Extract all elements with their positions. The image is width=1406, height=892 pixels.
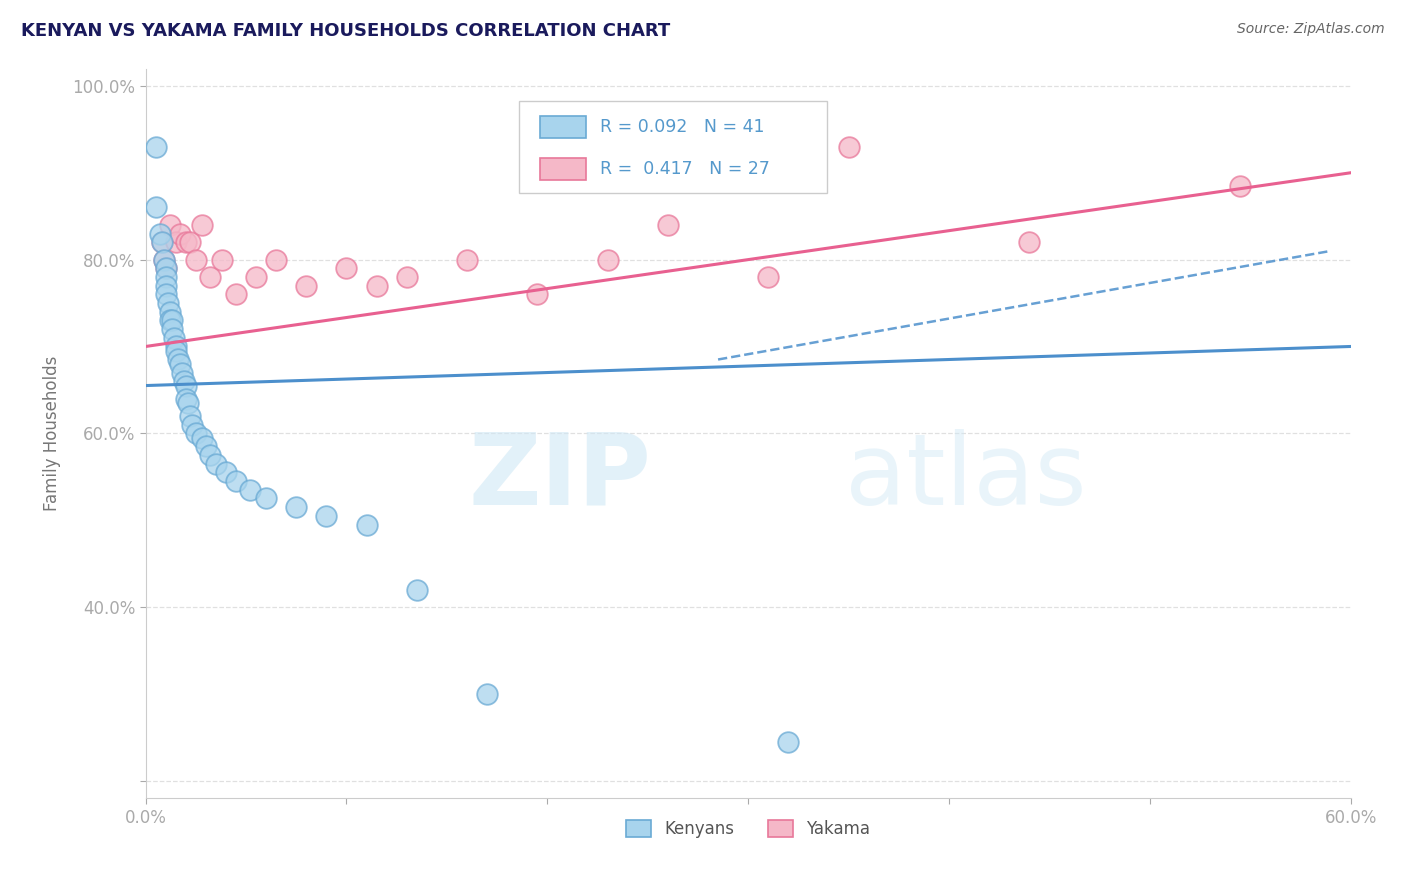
Point bbox=[180, 417, 202, 432]
Point bbox=[239, 483, 262, 497]
Point bbox=[315, 508, 337, 523]
Point bbox=[254, 491, 277, 506]
Text: KENYAN VS YAKAMA FAMILY HOUSEHOLDS CORRELATION CHART: KENYAN VS YAKAMA FAMILY HOUSEHOLDS CORRE… bbox=[21, 22, 671, 40]
Text: R = 0.092   N = 41: R = 0.092 N = 41 bbox=[600, 118, 765, 136]
Point bbox=[149, 227, 172, 241]
Point bbox=[169, 357, 191, 371]
Point bbox=[215, 466, 238, 480]
Point bbox=[526, 287, 548, 301]
Y-axis label: Family Households: Family Households bbox=[44, 356, 60, 511]
Point bbox=[596, 252, 619, 267]
Bar bbox=[540, 158, 585, 180]
Point bbox=[179, 235, 201, 250]
Point bbox=[205, 457, 228, 471]
Point bbox=[838, 139, 860, 153]
Point bbox=[295, 278, 318, 293]
Point bbox=[366, 278, 388, 293]
Point bbox=[152, 252, 174, 267]
Point bbox=[166, 352, 188, 367]
Point bbox=[179, 409, 201, 423]
Point bbox=[155, 278, 177, 293]
Point bbox=[191, 218, 214, 232]
Point bbox=[198, 448, 221, 462]
Point bbox=[335, 261, 357, 276]
Point bbox=[165, 235, 187, 250]
Point bbox=[155, 270, 177, 285]
Point bbox=[405, 582, 427, 597]
Point bbox=[165, 343, 187, 358]
Point bbox=[456, 252, 478, 267]
Point bbox=[395, 270, 418, 285]
Point bbox=[225, 474, 247, 488]
Point bbox=[225, 287, 247, 301]
Point bbox=[145, 201, 167, 215]
Point bbox=[778, 734, 800, 748]
Point bbox=[174, 378, 197, 392]
Point bbox=[150, 235, 173, 250]
Point bbox=[173, 374, 195, 388]
Text: ZIP: ZIP bbox=[470, 429, 652, 525]
Point bbox=[159, 304, 181, 318]
Point bbox=[475, 687, 498, 701]
Point bbox=[174, 235, 197, 250]
Point bbox=[184, 426, 207, 441]
Point bbox=[155, 261, 177, 276]
Point bbox=[211, 252, 233, 267]
Point bbox=[155, 287, 177, 301]
Point bbox=[152, 252, 174, 267]
Point bbox=[155, 261, 177, 276]
Point bbox=[156, 296, 179, 310]
Point bbox=[1018, 235, 1040, 250]
Point bbox=[184, 252, 207, 267]
Point bbox=[198, 270, 221, 285]
Point bbox=[177, 396, 200, 410]
Point bbox=[163, 331, 186, 345]
Point bbox=[1229, 178, 1251, 193]
Point bbox=[160, 322, 183, 336]
Point bbox=[264, 252, 287, 267]
Text: Source: ZipAtlas.com: Source: ZipAtlas.com bbox=[1237, 22, 1385, 37]
Point bbox=[194, 439, 217, 453]
Point bbox=[169, 227, 191, 241]
Point bbox=[170, 366, 193, 380]
Point bbox=[160, 313, 183, 327]
Point bbox=[150, 235, 173, 250]
Point bbox=[657, 218, 679, 232]
Text: R =  0.417   N = 27: R = 0.417 N = 27 bbox=[600, 161, 770, 178]
Point bbox=[159, 313, 181, 327]
Point bbox=[245, 270, 267, 285]
Point bbox=[191, 431, 214, 445]
Bar bbox=[540, 116, 585, 138]
Point bbox=[285, 500, 308, 515]
Point bbox=[174, 392, 197, 406]
Point bbox=[159, 218, 181, 232]
Point bbox=[356, 517, 378, 532]
Point bbox=[756, 270, 779, 285]
Text: atlas: atlas bbox=[845, 429, 1087, 525]
Point bbox=[165, 339, 187, 353]
Point bbox=[145, 139, 167, 153]
FancyBboxPatch shape bbox=[519, 102, 827, 193]
Legend: Kenyans, Yakama: Kenyans, Yakama bbox=[620, 813, 877, 845]
